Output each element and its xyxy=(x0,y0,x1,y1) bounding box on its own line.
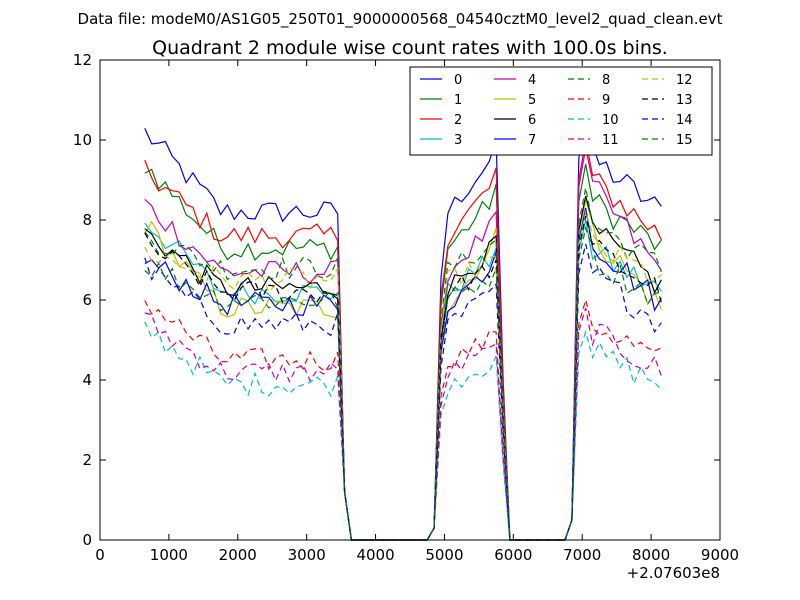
series-line-15 xyxy=(144,225,662,541)
y-tick-label: 4 xyxy=(82,371,92,389)
x-tick-label: 4000 xyxy=(356,546,394,564)
series-line-8 xyxy=(144,187,662,541)
legend-box xyxy=(409,66,713,156)
series-line-6 xyxy=(144,195,662,541)
legend-label-12: 12 xyxy=(676,73,693,88)
x-tick-label: 7000 xyxy=(563,546,601,564)
chart-title: Quadrant 2 module wise count rates with … xyxy=(152,37,668,59)
x-tick-label: 5000 xyxy=(425,546,463,564)
legend-label-6: 6 xyxy=(528,113,536,128)
plot-area xyxy=(144,115,662,541)
legend-label-9: 9 xyxy=(602,93,610,108)
series-line-12 xyxy=(144,209,662,541)
series-line-10 xyxy=(144,321,662,541)
chart-suptitle: Data file: modeM0/AS1G05_250T01_90000005… xyxy=(78,10,723,29)
legend-label-14: 14 xyxy=(676,113,693,128)
x-tick-label: 3000 xyxy=(288,546,326,564)
y-tick-label: 10 xyxy=(73,131,92,149)
x-tick-label: 8000 xyxy=(632,546,670,564)
series-line-0 xyxy=(144,115,662,541)
legend-label-10: 10 xyxy=(602,113,619,128)
y-tick-label: 6 xyxy=(82,291,92,309)
y-tick-label: 12 xyxy=(73,51,92,69)
series-line-14 xyxy=(144,243,662,541)
x-tick-label: 1000 xyxy=(150,546,188,564)
legend-label-2: 2 xyxy=(454,113,462,128)
x-offset-label: +2.07603e8 xyxy=(627,564,720,582)
x-tick-label: 6000 xyxy=(494,546,532,564)
legend-label-7: 7 xyxy=(528,133,536,148)
x-tick-label: 9000 xyxy=(701,546,739,564)
legend-label-8: 8 xyxy=(602,73,610,88)
series-line-1 xyxy=(144,163,662,541)
legend-label-11: 11 xyxy=(602,133,619,148)
x-tick-label: 0 xyxy=(95,546,105,564)
y-tick-label: 2 xyxy=(82,451,92,469)
x-tick-label: 2000 xyxy=(219,546,257,564)
y-tick-label: 0 xyxy=(82,531,92,549)
axis-ticks: 0 1000 2000 3000 4000 5000 6000 7000 8000 9000 0 2 4… xyxy=(73,51,739,564)
legend-label-5: 5 xyxy=(528,93,536,108)
legend-label-15: 15 xyxy=(676,133,693,148)
legend-label-13: 13 xyxy=(676,93,693,108)
legend-label-1: 1 xyxy=(454,93,462,108)
legend-label-3: 3 xyxy=(454,133,462,148)
legend-label-4: 4 xyxy=(528,73,536,88)
series-line-7 xyxy=(144,207,662,541)
y-tick-label: 8 xyxy=(82,211,92,229)
legend-label-0: 0 xyxy=(454,73,462,88)
series-line-13 xyxy=(144,215,662,541)
series-line-11 xyxy=(144,307,662,541)
